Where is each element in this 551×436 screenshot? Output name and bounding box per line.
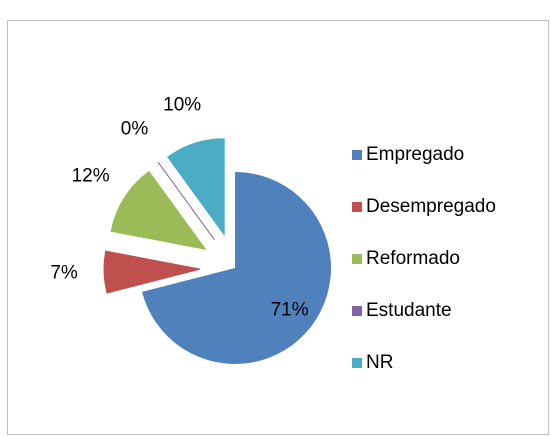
legend-label: Empregado bbox=[366, 144, 464, 165]
legend-swatch bbox=[352, 254, 362, 264]
legend-swatch bbox=[352, 150, 362, 160]
pie-slice bbox=[103, 250, 201, 294]
data-label: 12% bbox=[72, 165, 110, 186]
legend-label: Estudante bbox=[366, 300, 452, 321]
legend-label: NR bbox=[366, 352, 393, 373]
pie-slice bbox=[157, 161, 215, 240]
data-label: 71% bbox=[271, 299, 309, 320]
data-label: 10% bbox=[163, 94, 201, 115]
data-label: 7% bbox=[50, 262, 78, 283]
pie-slice bbox=[167, 138, 225, 237]
legend-swatch bbox=[352, 358, 362, 368]
data-label: 0% bbox=[121, 119, 149, 140]
legend-swatch bbox=[352, 202, 362, 212]
pie-slice bbox=[142, 172, 331, 365]
legend-label: Desempregado bbox=[366, 196, 496, 217]
legend-label: Reformado bbox=[366, 248, 460, 269]
pie-slice bbox=[110, 170, 207, 250]
legend-swatch bbox=[352, 306, 362, 316]
